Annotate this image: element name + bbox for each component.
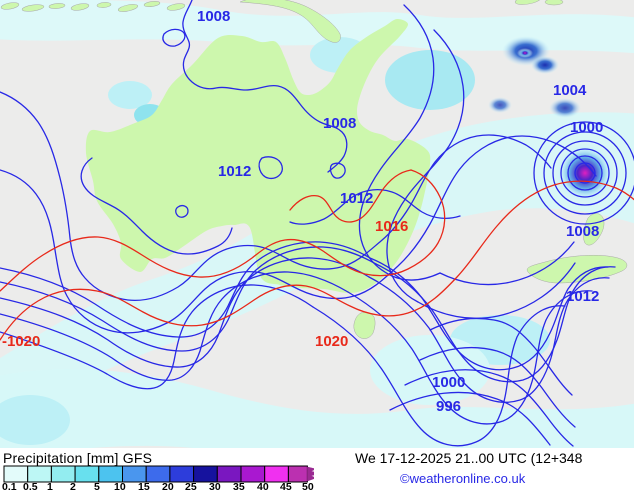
svg-text:1008: 1008 xyxy=(323,115,356,132)
svg-text:-1020: -1020 xyxy=(2,333,40,350)
svg-text:1000: 1000 xyxy=(432,374,465,391)
svg-text:1012: 1012 xyxy=(566,288,599,305)
svg-text:1012: 1012 xyxy=(340,190,373,207)
svg-text:1000: 1000 xyxy=(570,119,603,136)
svg-text:996: 996 xyxy=(436,398,461,415)
svg-text:1008: 1008 xyxy=(566,223,599,240)
svg-text:1012: 1012 xyxy=(218,163,251,180)
svg-text:1016: 1016 xyxy=(375,218,408,235)
svg-text:1004: 1004 xyxy=(553,82,587,99)
svg-text:1008: 1008 xyxy=(197,8,230,25)
svg-text:1020: 1020 xyxy=(315,333,348,350)
